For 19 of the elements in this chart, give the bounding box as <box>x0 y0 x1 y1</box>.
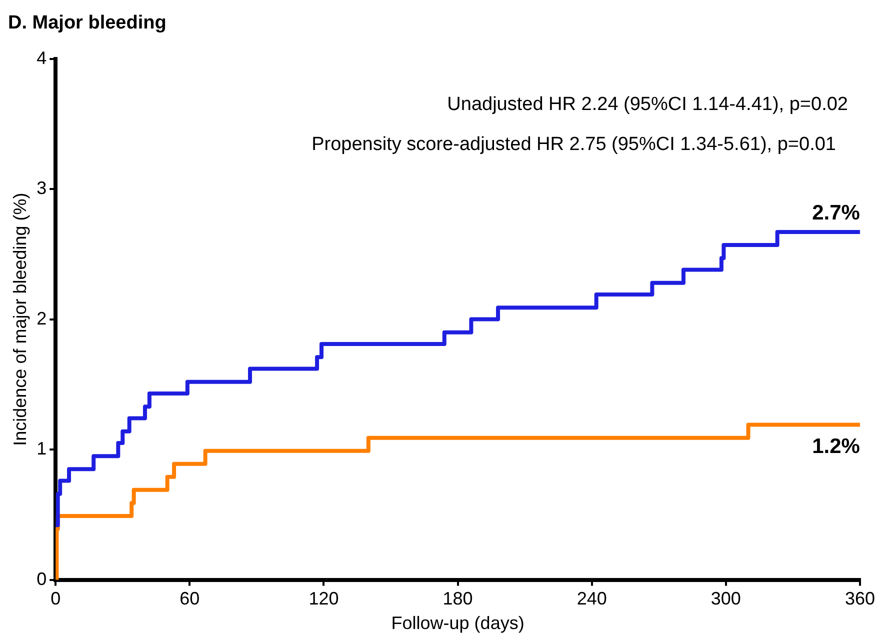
annotation: Propensity score-adjusted HR 2.75 (95%CI 1.34-5.61), p=0.01 <box>312 134 836 156</box>
y-tick-label: 3 <box>36 178 47 198</box>
annotation: Unadjusted HR 2.24 (95%CI 1.14-4.41), p=0.02 <box>447 94 848 116</box>
x-tick-label: 300 <box>710 588 741 609</box>
chart-title: D. Major bleeding <box>8 12 166 34</box>
x-axis-title: Follow-up (days) <box>391 613 524 634</box>
x-tick-label: 60 <box>180 588 200 609</box>
annotation: 2.7% <box>812 201 860 224</box>
annotation: 1.2% <box>812 435 860 458</box>
x-tick-label: 180 <box>442 588 473 609</box>
x-tick-label: 360 <box>844 588 876 609</box>
x-tick-label: 240 <box>576 588 607 609</box>
y-tick-label: 0 <box>36 568 47 589</box>
y-tick-label: 4 <box>36 48 47 68</box>
y-tick-label: 2 <box>36 308 47 328</box>
y-axis-title: Incidence of major bleeding (%) <box>10 192 30 446</box>
x-tick-label: 120 <box>308 588 339 609</box>
y-tick-label: 1 <box>36 438 47 459</box>
x-tick-label: 0 <box>50 588 61 609</box>
